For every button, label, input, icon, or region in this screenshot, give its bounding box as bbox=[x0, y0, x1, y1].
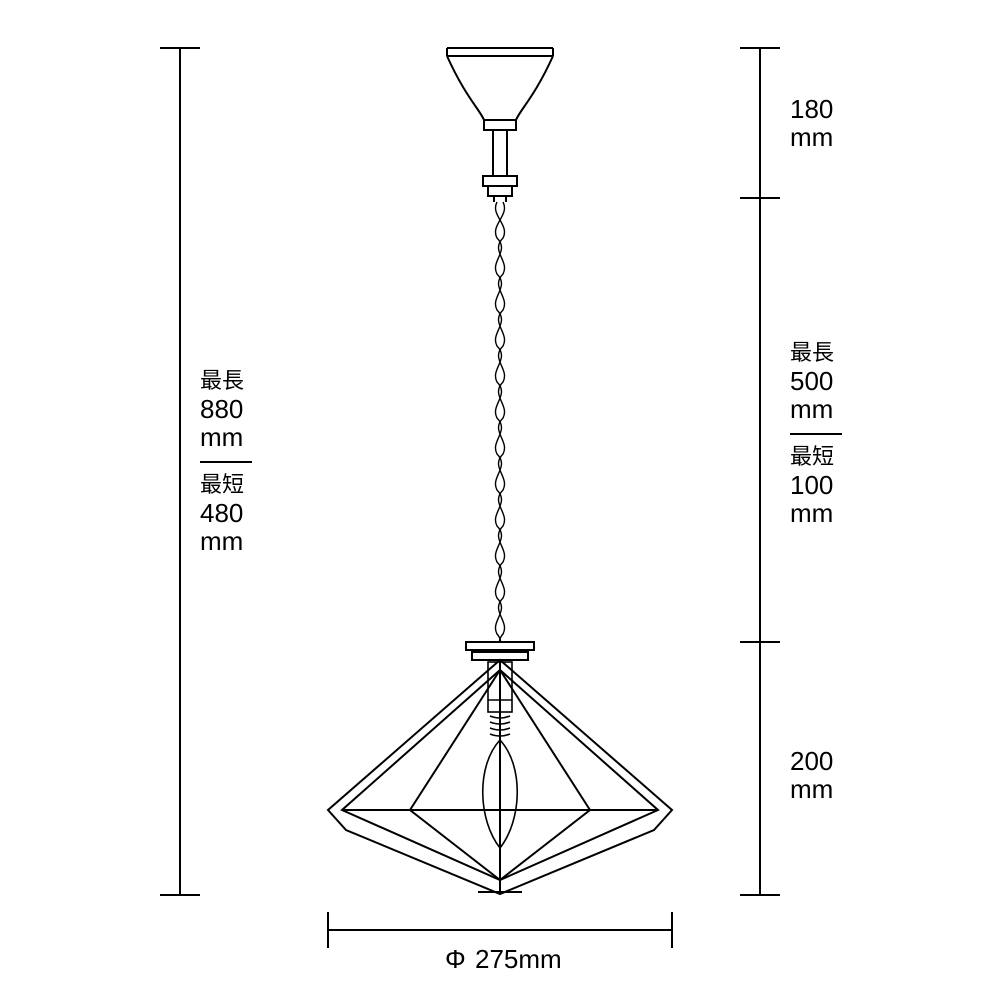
right-top-unit: mm bbox=[790, 122, 833, 152]
left-min-value: 480 bbox=[200, 498, 243, 528]
bottom-width-value: 275mm bbox=[475, 944, 562, 974]
lamp-technical-drawing: 最長 880 mm 最短 480 mm 180 mm 最長 500 mm 最短 … bbox=[0, 0, 1000, 1000]
right-cord-min-value: 100 bbox=[790, 470, 833, 500]
left-min-unit: mm bbox=[200, 526, 243, 556]
right-cord-min-unit: mm bbox=[790, 498, 833, 528]
right-shade-unit: mm bbox=[790, 774, 833, 804]
dimension-labels: 最長 880 mm 最短 480 mm 180 mm 最長 500 mm 最短 … bbox=[200, 94, 842, 974]
twisted-cord bbox=[495, 202, 504, 642]
adjuster-rod bbox=[483, 130, 517, 202]
right-cord-min-label: 最短 bbox=[790, 444, 834, 469]
right-cord-max-value: 500 bbox=[790, 366, 833, 396]
ceiling-canopy bbox=[447, 48, 553, 130]
left-max-unit: mm bbox=[200, 422, 243, 452]
left-min-label: 最短 bbox=[200, 472, 244, 497]
right-top-value: 180 bbox=[790, 94, 833, 124]
bottom-width-phi: Φ bbox=[445, 944, 466, 974]
dimension-lines bbox=[160, 48, 780, 948]
lamp-shade bbox=[328, 642, 672, 894]
left-max-label: 最長 bbox=[200, 368, 244, 393]
right-cord-max-label: 最長 bbox=[790, 340, 834, 365]
right-shade-value: 200 bbox=[790, 746, 833, 776]
right-cord-max-unit: mm bbox=[790, 394, 833, 424]
left-max-value: 880 bbox=[200, 394, 243, 424]
